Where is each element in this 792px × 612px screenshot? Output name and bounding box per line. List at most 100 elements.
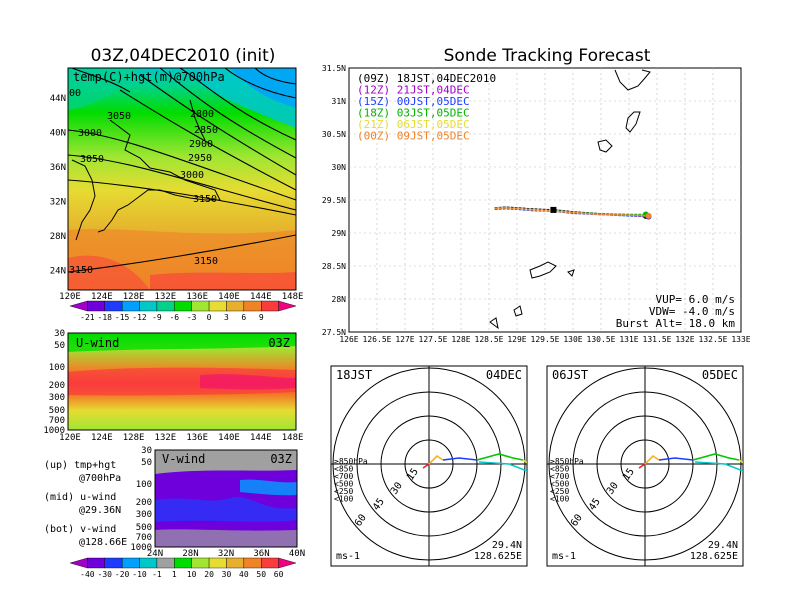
colorbar-label: -6 — [169, 313, 179, 322]
colorbar-swatch — [156, 300, 175, 312]
colorbar-label: -21 — [80, 313, 95, 322]
colorbar-label: -30 — [98, 570, 113, 579]
wind-colorbar — [69, 557, 297, 569]
lat-tick-label: 31N — [332, 97, 347, 106]
pressure-tick-label: 50 — [54, 341, 65, 351]
note-mid: (mid) u-wind — [44, 492, 116, 503]
lon-tick-label: 132E — [155, 433, 177, 443]
lon-tick-label: 128E — [451, 335, 470, 344]
contour-label: 3150 — [69, 265, 93, 276]
polar-rings — [331, 366, 527, 566]
lon-tick-label: 144E — [250, 433, 272, 443]
track-endpoint — [645, 212, 652, 219]
lon-tick-label: 129E — [507, 335, 526, 344]
lon-tick-label: 126E — [339, 335, 358, 344]
contour-label: 3000 — [180, 170, 204, 181]
pressure-tick-label: 500 — [49, 406, 65, 416]
level-legend: <250 — [550, 487, 569, 496]
lat-tick-label: 29N — [332, 229, 347, 238]
lon-tick-label: 132E — [675, 335, 694, 344]
colorbar-swatch — [243, 300, 262, 312]
temp-map-label: temp(C)+hgt(m)@700hPa — [73, 70, 225, 84]
colorbar-swatch — [278, 300, 297, 312]
u-wind-label: U-wind — [76, 336, 119, 350]
lon-tick-label: 148E — [282, 292, 304, 302]
colorbar-swatch — [174, 300, 192, 312]
lon-tick-label: 131.5E — [643, 335, 672, 344]
temp-colorbar — [69, 300, 297, 312]
pressure-tick-label: 300 — [136, 510, 152, 520]
level-legend: <500 — [334, 480, 353, 489]
islands — [489, 69, 651, 330]
contour-label: 00 — [69, 88, 81, 99]
lat-tick-label: 24N — [50, 267, 66, 277]
colorbar-swatch — [261, 300, 279, 312]
lon-tick-label: 140E — [218, 292, 240, 302]
legend-entry: (21Z) 06JST,05DEC — [357, 118, 470, 131]
lon-tick-label: 133E — [731, 335, 750, 344]
colorbar-label: -3 — [187, 313, 197, 322]
level-legend: <700 — [334, 472, 353, 481]
colorbar-swatch — [174, 557, 192, 569]
lat-tick-label: 44N — [50, 94, 66, 104]
lat-tick-label: 31.5N — [322, 64, 346, 73]
track-map-panel: 31.5N 31N 30.5N 30N 29.5N 29N 28.5N 28N 27.5N 12… — [322, 64, 751, 344]
polar-unit: ms-1 — [336, 551, 360, 562]
lon-tick-label: 127E — [395, 335, 414, 344]
contour-label: 2800 — [190, 109, 214, 120]
main-title: Sonde Tracking Forecast — [444, 46, 651, 66]
pressure-tick-label: 30 — [54, 329, 65, 339]
polar-date: 05DEC — [702, 368, 738, 382]
colorbar-label: 1 — [172, 570, 177, 579]
colorbar-swatch — [261, 557, 279, 569]
legend-entry: (12Z) 21JST,04DEC — [357, 84, 470, 97]
vup-param: VUP= 6.0 m/s — [656, 293, 735, 306]
note-up2: @700hPa — [79, 473, 121, 484]
lon-tick-label: 144E — [250, 292, 272, 302]
burst-param: Burst Alt= 18.0 km — [616, 317, 736, 330]
wind-hodograph — [738, 459, 743, 464]
lat-tick-label: 29.5N — [322, 196, 346, 205]
lon-tick-label: 132E — [155, 292, 177, 302]
colorbar-swatch — [191, 557, 210, 569]
v-wind-label: V-wind — [162, 452, 205, 466]
wind-hodograph — [422, 463, 430, 469]
lon-tick-label: 120E — [59, 433, 81, 443]
contour-label: 2900 — [189, 139, 213, 150]
lon-tick-label: 128.5E — [475, 335, 504, 344]
contour-label: 2950 — [188, 153, 212, 164]
polar-panel-1: 18JST 04DEC29.4N128.625Ems-115304560≥850h… — [330, 365, 528, 567]
lat-tick-label: 36N — [50, 163, 66, 173]
contour-label: 3000 — [78, 128, 102, 139]
lon-tick-label: 124E — [91, 292, 113, 302]
vdw-param: VDW= -4.0 m/s — [649, 305, 735, 318]
pressure-tick-label: 700 — [49, 416, 65, 426]
contour-label: 3050 — [107, 111, 131, 122]
polar-panel-2: 06JST 05DEC29.4N128.625Ems-115304560≥850h… — [546, 365, 744, 567]
temp-overlays — [68, 68, 296, 290]
note-mid2: @29.36N — [79, 505, 121, 516]
colorbar-swatch — [121, 557, 140, 569]
legend-notes: (up) tmp+hgt @700hPa (mid) u-wind @29.36… — [44, 460, 127, 548]
colorbar-label: -1 — [152, 570, 162, 579]
lat-tick-label: 24N — [147, 549, 163, 559]
lon-tick-label: 128E — [123, 292, 145, 302]
level-legend: <500 — [550, 480, 569, 489]
lat-tick-label: 30N — [332, 163, 347, 172]
lat-tick-label: 28N — [50, 232, 66, 242]
pressure-tick-label: 700 — [136, 533, 152, 543]
note-up: (up) tmp+hgt — [44, 460, 116, 471]
colorbar-label: 40 — [239, 570, 249, 579]
lon-tick-label: 131E — [619, 335, 638, 344]
colorbar-swatch — [156, 557, 175, 569]
colorbar-label: -15 — [115, 313, 130, 322]
level-legend: <850 — [550, 465, 569, 474]
colorbar-label: -12 — [132, 313, 147, 322]
lat-tick-label: 40N — [50, 129, 66, 139]
colorbar-label: 6 — [241, 313, 246, 322]
colorbar-swatch — [69, 557, 88, 569]
colorbar-label: 3 — [224, 313, 229, 322]
colorbar-swatch — [226, 300, 245, 312]
